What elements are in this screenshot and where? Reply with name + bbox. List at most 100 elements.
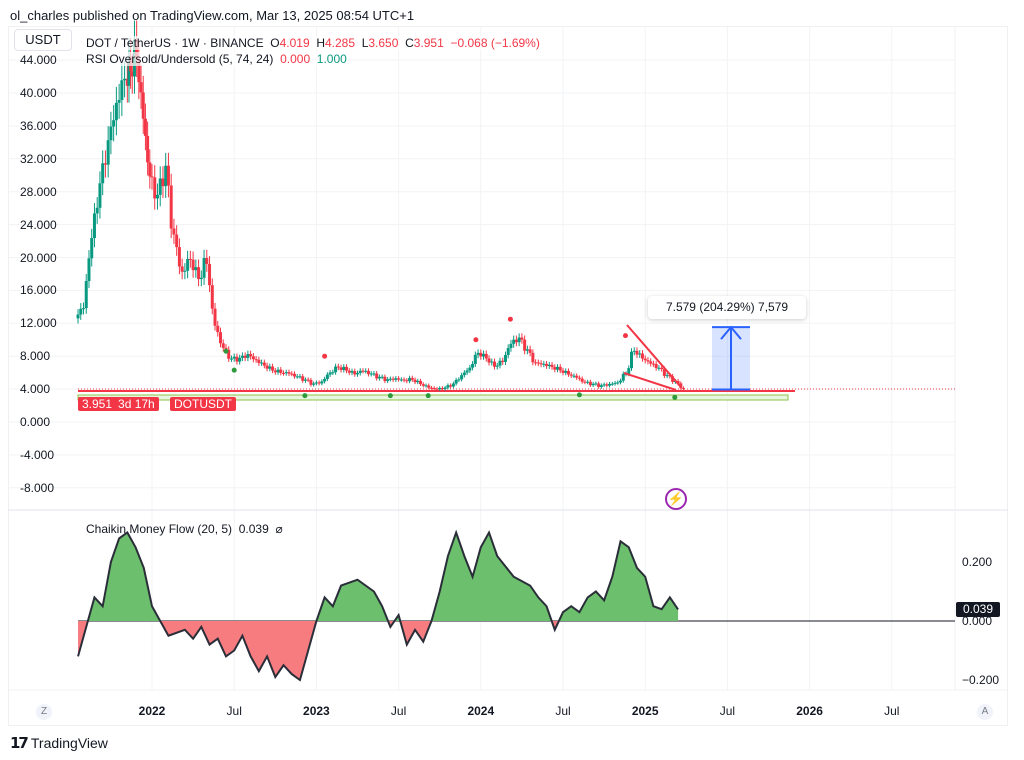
open-label: O (270, 36, 280, 50)
candle-body (295, 376, 299, 378)
candle-body (358, 370, 362, 374)
last-price: 3.951 (82, 397, 113, 411)
candle-body (117, 99, 121, 103)
candle-body (109, 126, 113, 141)
candle-body (208, 263, 212, 286)
candle-body (468, 367, 472, 371)
candle-body (654, 364, 658, 369)
candle-body (276, 369, 280, 373)
candle-body (679, 383, 683, 389)
candle-body (205, 258, 209, 264)
candle-body (429, 387, 433, 389)
candle-body (682, 388, 686, 390)
candle-body (232, 356, 236, 359)
cmf-legend[interactable]: Chaikin Money Flow (20, 5) 0.039 ⌀ (86, 522, 283, 536)
candle-body (531, 352, 535, 363)
last-price-tag: 3.951 3d 17h (78, 397, 159, 411)
oversold-signal (231, 367, 237, 373)
candle-body (665, 375, 669, 377)
candle-body (216, 325, 220, 333)
candle-body (180, 266, 184, 272)
candle-body (137, 58, 141, 83)
candle-body (112, 120, 116, 127)
symbol-name[interactable]: DOT / TetherUS · 1W · BINANCE (86, 36, 264, 50)
candle-body (380, 376, 384, 378)
logo-text: TradingView (30, 735, 108, 751)
oversold-signal (387, 393, 393, 399)
cmf-line (77, 529, 679, 682)
candle-body (164, 165, 168, 187)
candle-body (408, 377, 412, 382)
indicator-legend[interactable]: RSI Oversold/Undersold (5, 74, 24) 0.000… (86, 52, 347, 66)
candle-body (79, 308, 83, 315)
candle-body (339, 367, 343, 370)
candle-body (605, 384, 609, 386)
time-tick: Jul (719, 704, 736, 718)
candle-body (331, 372, 335, 374)
candle-body (534, 362, 538, 364)
candle-body (353, 371, 357, 375)
candle-body (419, 380, 423, 385)
candle-body (114, 102, 118, 121)
cmf-negative-area (78, 621, 679, 680)
cmf-value: 0.039 (238, 522, 269, 536)
candle-body (290, 373, 294, 375)
candle-body (260, 362, 264, 364)
candle-body (520, 337, 524, 340)
candle-body (301, 376, 305, 381)
tv-logo-icon: 𝟭𝟳 (10, 735, 29, 752)
currency-button[interactable]: USDT (14, 29, 72, 51)
candle-body (320, 381, 324, 384)
candle-body (76, 314, 80, 319)
hidden-eye-icon[interactable]: ⌀ (275, 522, 283, 536)
overbought-signal (473, 337, 479, 343)
candle-body (90, 238, 94, 259)
candle-body (651, 363, 655, 365)
tradingview-logo: 𝟭𝟳 TradingView (10, 734, 108, 752)
symbol-tag: DOTUSDT (170, 397, 236, 411)
price-tick: 4.000 (20, 382, 51, 397)
candle-body (435, 388, 439, 390)
wedge-upper-line (626, 324, 681, 387)
candle-body (103, 163, 107, 165)
candle-body (257, 359, 261, 363)
candle-body (249, 354, 253, 357)
candle-body (287, 372, 291, 374)
candle-body (106, 140, 110, 165)
high-label: H (316, 36, 325, 50)
candle-body (123, 78, 127, 81)
overbought-signal (507, 316, 513, 322)
candle-body (84, 281, 88, 309)
candle-body (251, 356, 255, 360)
candle-body (188, 258, 192, 260)
candle-body (377, 376, 381, 379)
candle-body (410, 377, 414, 380)
candle-body (495, 365, 499, 367)
candle-body (427, 385, 431, 388)
lightning-icon[interactable]: ⚡ (665, 488, 687, 510)
candle-body (268, 366, 272, 369)
zoom-reset-button[interactable]: Z (36, 704, 52, 720)
candle-body (312, 383, 316, 385)
candle-body (613, 382, 617, 384)
candle-body (547, 364, 551, 367)
candle-body (273, 370, 277, 373)
candle-body (635, 350, 639, 355)
candle-body (397, 378, 401, 380)
candle-body (440, 387, 444, 390)
time-tick: 2025 (631, 704, 659, 718)
candle-body (503, 354, 507, 362)
candle-body (306, 379, 310, 381)
candle-body (662, 369, 666, 376)
candle-body (325, 374, 329, 379)
candle-body (640, 353, 644, 359)
candle-body (572, 375, 576, 377)
oversold-signal (672, 394, 678, 400)
candle-body (366, 370, 370, 375)
auto-scale-button[interactable]: A (977, 704, 993, 720)
candle-body (594, 383, 598, 385)
indicator-value-2: 1.000 (316, 52, 347, 66)
candle-body (424, 385, 428, 387)
candle-body (457, 379, 461, 381)
